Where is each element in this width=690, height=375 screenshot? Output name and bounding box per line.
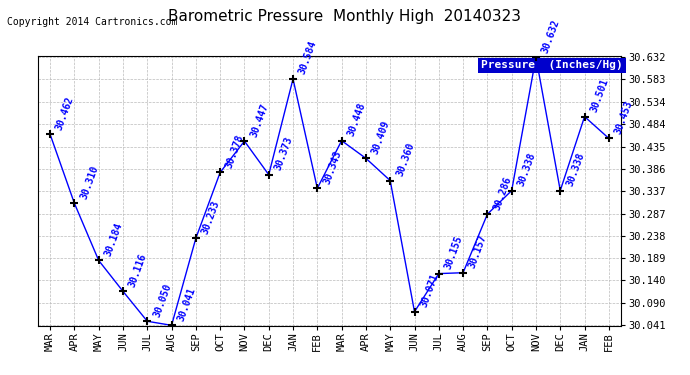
Text: 30.116: 30.116 [127,252,148,288]
Text: 30.071: 30.071 [419,272,440,309]
Text: 30.184: 30.184 [103,221,124,258]
Text: 30.448: 30.448 [346,101,367,138]
Text: Pressure  (Inches/Hg): Pressure (Inches/Hg) [481,60,623,70]
Text: 30.310: 30.310 [79,164,100,201]
Text: 30.050: 30.050 [151,282,173,318]
Text: 30.041: 30.041 [176,286,197,322]
Text: 30.462: 30.462 [55,95,76,132]
Text: 30.338: 30.338 [564,151,586,188]
Text: 30.233: 30.233 [200,199,221,236]
Text: 30.157: 30.157 [467,233,489,270]
Text: 30.360: 30.360 [395,141,416,178]
Text: Barometric Pressure  Monthly High  20140323: Barometric Pressure Monthly High 2014032… [168,9,522,24]
Text: 30.447: 30.447 [248,102,270,138]
Text: 30.378: 30.378 [224,133,246,170]
Text: 30.409: 30.409 [370,119,391,156]
Text: 30.338: 30.338 [516,151,538,188]
Text: 30.343: 30.343 [322,149,343,186]
Text: 30.453: 30.453 [613,99,635,136]
Text: 30.501: 30.501 [589,77,610,114]
Text: 30.632: 30.632 [540,18,562,54]
Text: Copyright 2014 Cartronics.com: Copyright 2014 Cartronics.com [7,17,177,27]
Text: 30.373: 30.373 [273,135,295,172]
Text: 30.584: 30.584 [297,40,319,76]
Text: 30.155: 30.155 [443,234,464,271]
Text: 30.286: 30.286 [491,175,513,211]
